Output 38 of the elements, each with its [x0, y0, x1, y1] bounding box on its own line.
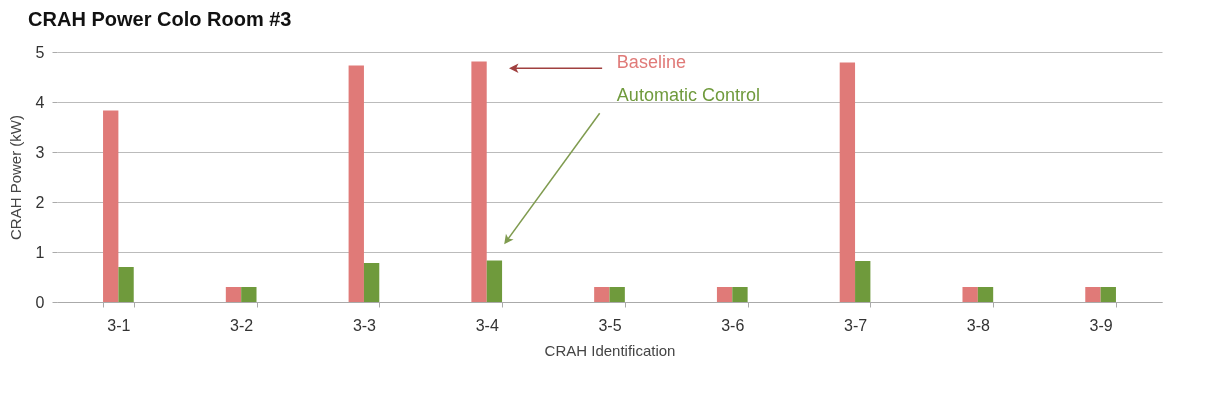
x-axis-title: CRAH Identification [544, 341, 676, 359]
y-tick-label: 3 [35, 143, 45, 161]
bar [855, 261, 871, 302]
x-tick-label: 3-2 [230, 316, 254, 334]
bar [609, 287, 625, 302]
bar [839, 62, 856, 302]
y-axis-title: CRAH Power (kW) [6, 114, 24, 241]
bar [716, 287, 733, 302]
bar [594, 287, 610, 302]
y-tick-label: 0 [35, 293, 45, 311]
x-tick-label: 3-1 [107, 316, 131, 334]
bar [1085, 287, 1101, 302]
x-tick-label: 3-7 [843, 316, 868, 334]
x-tick-label: 3-6 [721, 316, 745, 334]
bar [348, 65, 364, 302]
x-tick-label: 3-8 [966, 316, 990, 334]
bar [962, 287, 978, 302]
x-tick-label: 3-5 [598, 316, 622, 334]
chart-title: CRAH Power Colo Room #3 [28, 8, 292, 30]
x-tick-label: 3-4 [475, 316, 499, 334]
bar [471, 61, 487, 302]
bar [1100, 287, 1116, 302]
y-tick-label: 1 [35, 243, 45, 261]
y-tick-label: 4 [35, 93, 45, 111]
x-tick-label: 3-3 [352, 316, 377, 334]
bar [732, 287, 748, 302]
bar [225, 287, 242, 302]
bar [241, 287, 257, 302]
bar [363, 263, 380, 302]
y-tick-label: 2 [35, 193, 45, 211]
bar [977, 287, 994, 302]
bar [103, 110, 119, 302]
y-tick-label: 5 [35, 43, 45, 61]
bar [486, 260, 503, 302]
bar [118, 267, 134, 302]
text: Baseline [616, 52, 686, 73]
x-tick-label: 3-9 [1089, 316, 1113, 334]
text: Automatic Control [616, 84, 760, 105]
